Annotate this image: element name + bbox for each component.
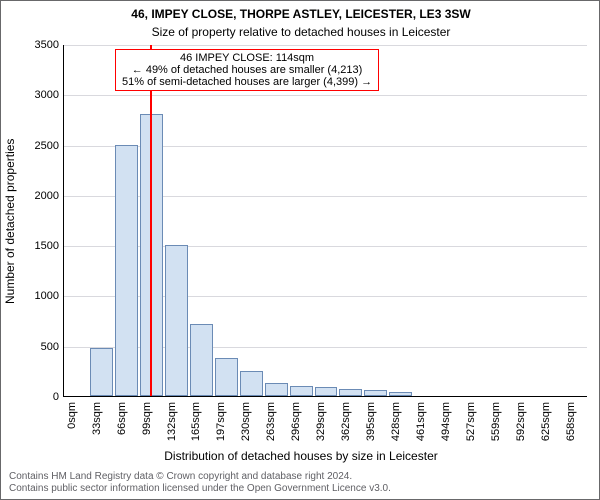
xtick-label: 625sqm: [540, 402, 552, 441]
ytick-label: 2000: [19, 190, 59, 202]
plot-area: [63, 45, 587, 397]
annotation-line: 51% of semi-detached houses are larger (…: [122, 76, 372, 88]
ytick-label: 2500: [19, 140, 59, 152]
footer-line: Contains public sector information licen…: [9, 483, 591, 495]
footer: Contains HM Land Registry data © Crown c…: [9, 471, 591, 495]
xtick-label: 395sqm: [365, 402, 377, 441]
histogram-bar: [115, 145, 138, 396]
annotation-line: ← 49% of detached houses are smaller (4,…: [122, 64, 372, 76]
xtick-label: 428sqm: [390, 402, 402, 441]
histogram-bar: [215, 358, 238, 396]
ytick-label: 0: [19, 391, 59, 403]
xtick-label: 263sqm: [265, 402, 277, 441]
xtick-label: 132sqm: [166, 402, 178, 441]
chart-title-address: 46, IMPEY CLOSE, THORPE ASTLEY, LEICESTE…: [1, 7, 600, 21]
ytick-label: 1500: [19, 240, 59, 252]
xtick-label: 362sqm: [340, 402, 352, 441]
xtick-label: 329sqm: [315, 402, 327, 441]
annotation-line: 46 IMPEY CLOSE: 114sqm: [122, 52, 372, 64]
ytick-label: 500: [19, 341, 59, 353]
y-axis-label: Number of detached properties: [3, 138, 17, 303]
xtick-label: 494sqm: [440, 402, 452, 441]
annotation-box: 46 IMPEY CLOSE: 114sqm← 49% of detached …: [115, 49, 379, 91]
histogram-bar: [339, 389, 362, 396]
histogram-bar: [165, 245, 188, 396]
xtick-label: 527sqm: [465, 402, 477, 441]
xtick-label: 230sqm: [240, 402, 252, 441]
histogram-bar: [240, 371, 263, 396]
xtick-label: 197sqm: [215, 402, 227, 441]
histogram-bar: [90, 348, 113, 396]
histogram-bar: [315, 387, 338, 396]
grid-line: [64, 95, 587, 96]
ytick-label: 3000: [19, 89, 59, 101]
xtick-label: 0sqm: [66, 402, 78, 429]
xtick-label: 461sqm: [415, 402, 427, 441]
histogram-bar: [265, 383, 288, 396]
histogram-bar: [190, 324, 213, 396]
histogram-bar: [364, 390, 387, 396]
xtick-label: 33sqm: [91, 402, 103, 435]
xtick-label: 66sqm: [116, 402, 128, 435]
xtick-label: 99sqm: [141, 402, 153, 435]
grid-line: [64, 45, 587, 46]
histogram-bar: [290, 386, 313, 396]
property-marker-line: [150, 45, 152, 396]
ytick-label: 1000: [19, 290, 59, 302]
xtick-label: 559sqm: [490, 402, 502, 441]
footer-line: Contains HM Land Registry data © Crown c…: [9, 471, 591, 483]
ytick-label: 3500: [19, 39, 59, 51]
chart-container: 46, IMPEY CLOSE, THORPE ASTLEY, LEICESTE…: [0, 0, 600, 500]
x-axis-label: Distribution of detached houses by size …: [1, 449, 600, 463]
xtick-label: 592sqm: [515, 402, 527, 441]
chart-subtitle: Size of property relative to detached ho…: [1, 25, 600, 39]
xtick-label: 165sqm: [190, 402, 202, 441]
xtick-label: 658sqm: [565, 402, 577, 441]
xtick-label: 296sqm: [290, 402, 302, 441]
histogram-bar: [389, 392, 412, 396]
